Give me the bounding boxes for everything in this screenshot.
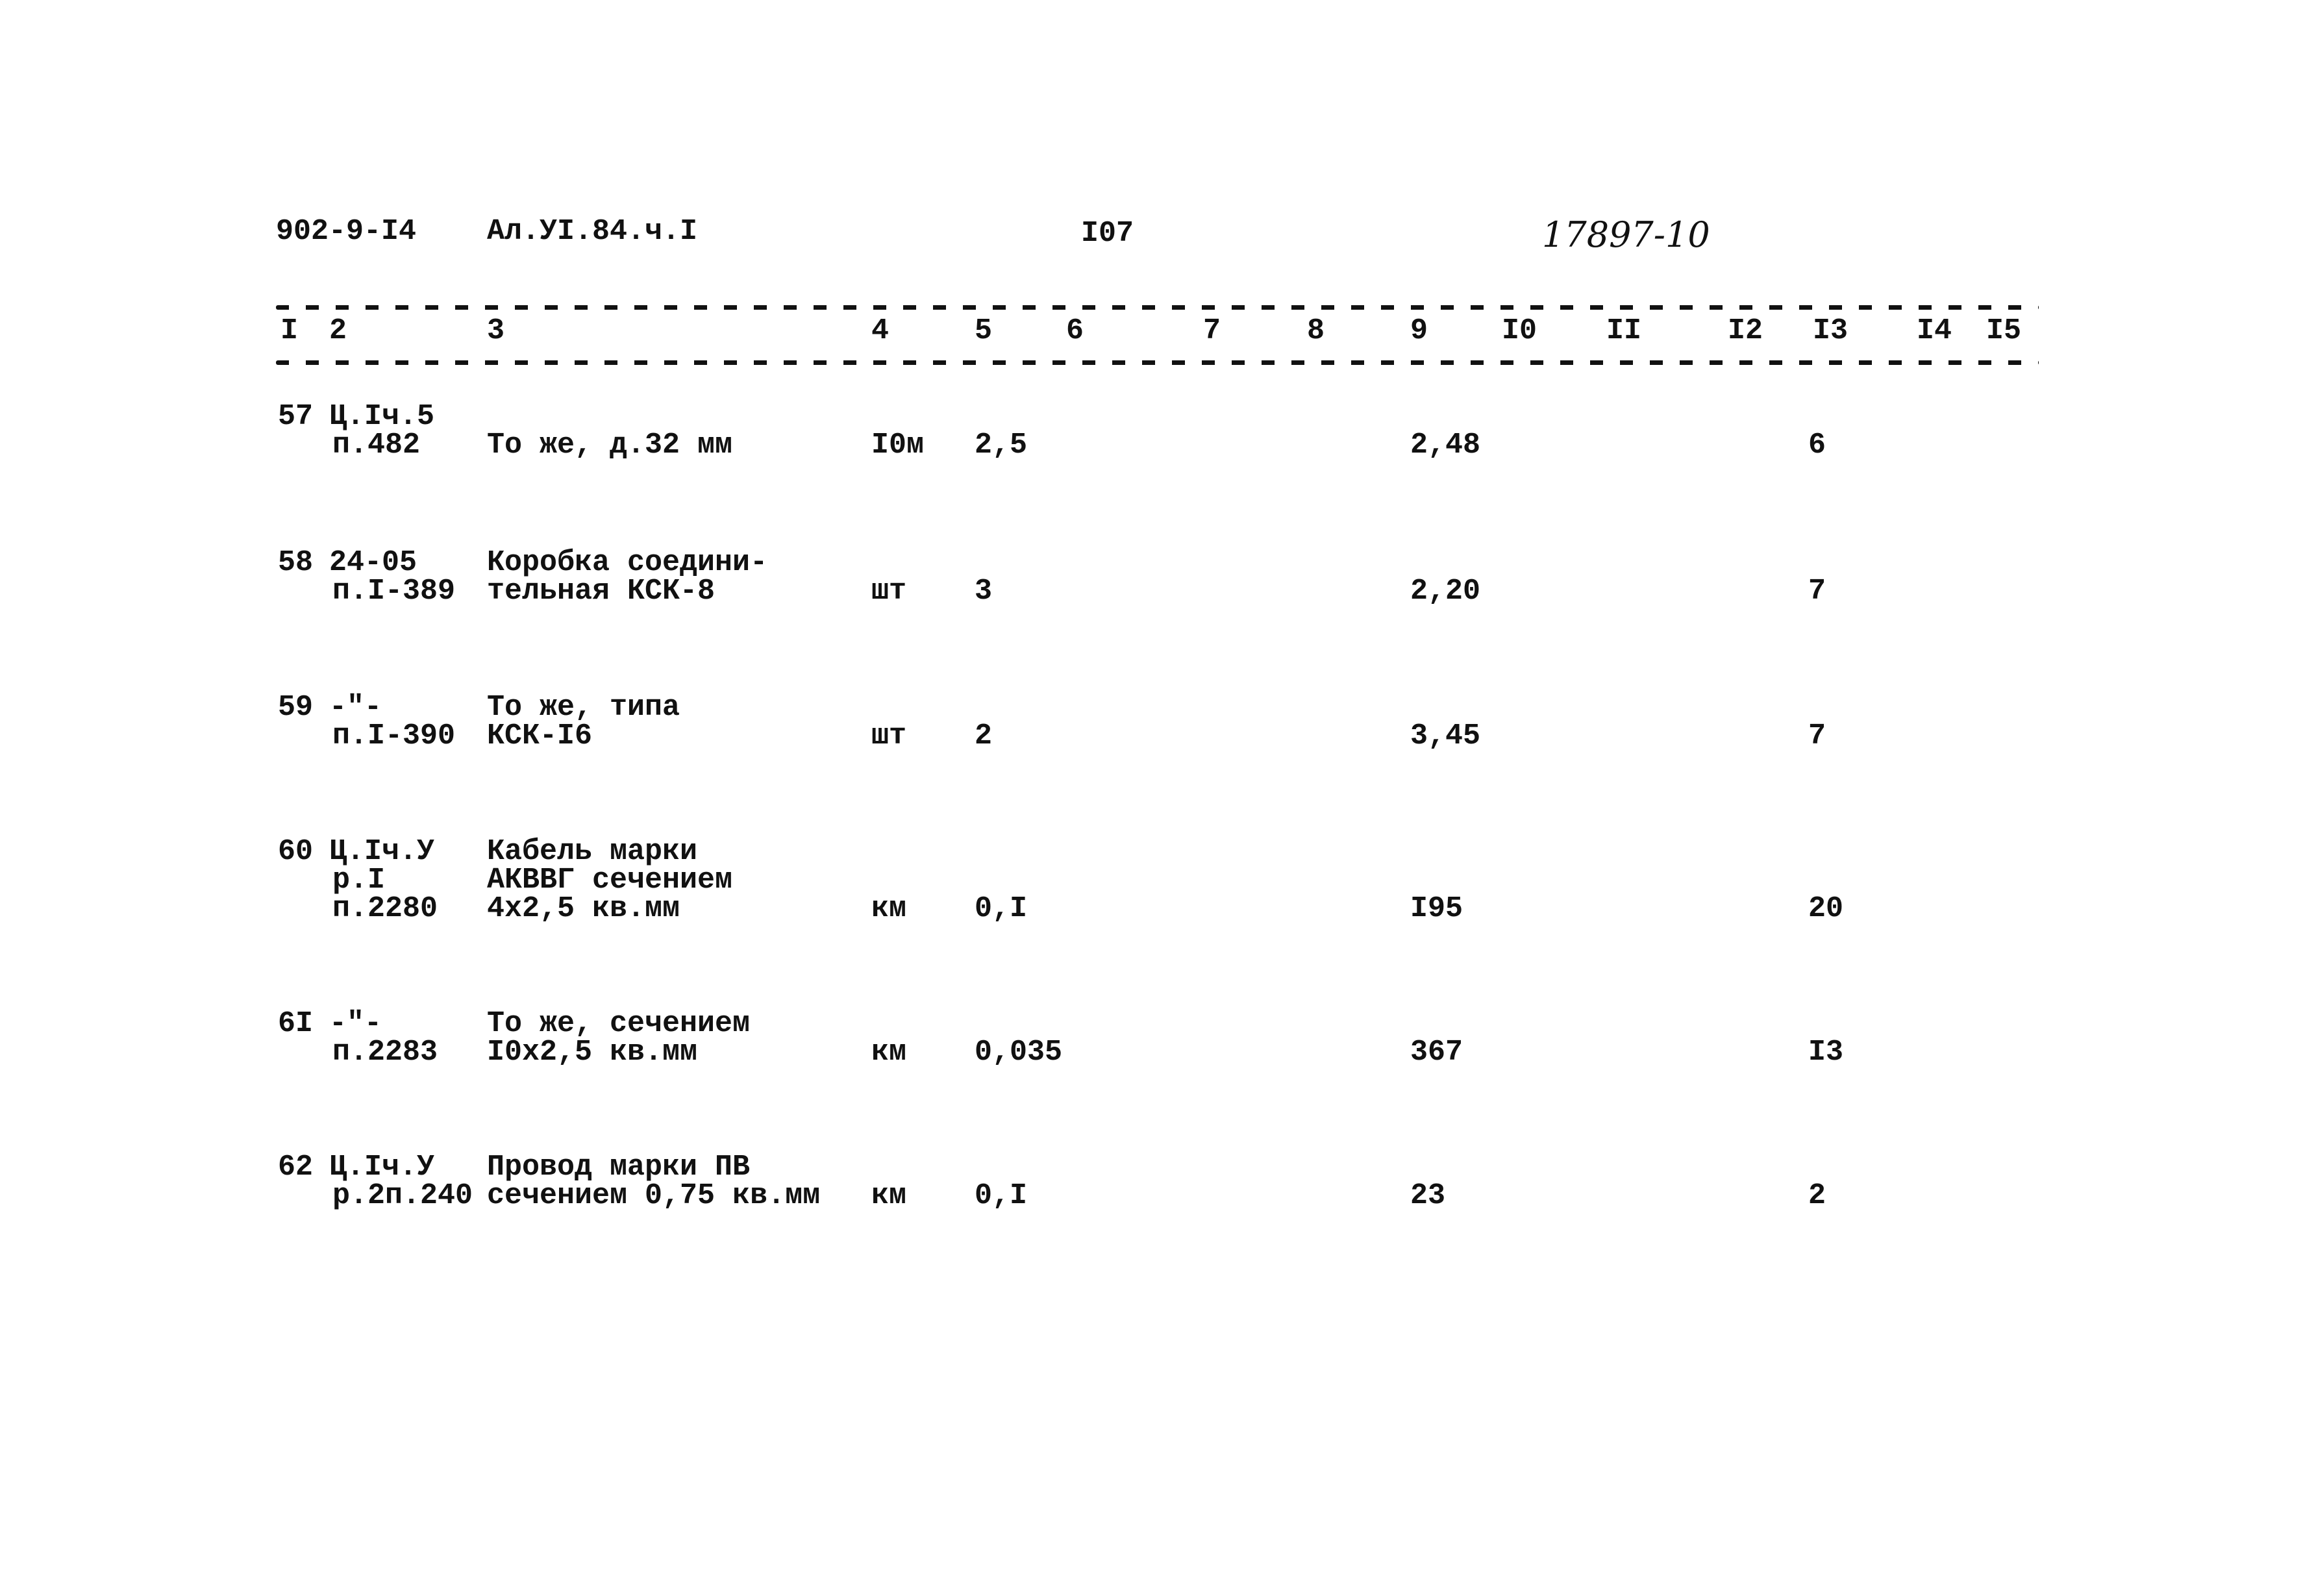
- name-line: То же, сечением: [487, 1007, 751, 1040]
- name-line: КСК-I6: [487, 719, 593, 753]
- quantity-cell: 0,035: [975, 1036, 1063, 1069]
- handwritten-number: 17897-10: [1542, 214, 1710, 255]
- row-number: 62: [278, 1151, 314, 1184]
- quantity-cell: 0,I: [975, 892, 1028, 925]
- unit-cell: км: [871, 892, 907, 925]
- column-13-cell: 20: [1808, 892, 1844, 925]
- name-line: 4х2,5 кв.мм: [487, 892, 680, 925]
- price-cell: 3,45: [1410, 719, 1481, 753]
- reference-line: п.I-390: [332, 719, 456, 753]
- name-line: АКВВГ сечением: [487, 864, 733, 897]
- name-cell: Коробка соедини-тельная КСК-8: [487, 546, 768, 608]
- reference-cell: Ц.Iч.5 п.482: [329, 400, 435, 462]
- quantity-cell: 2,5: [975, 429, 1028, 462]
- column-number: 3: [487, 314, 505, 347]
- reference-line: п.I-389: [332, 575, 456, 608]
- reference-line: п.482: [332, 429, 421, 462]
- reference-line: Ц.Iч.У: [329, 1151, 435, 1184]
- quantity-cell: 3: [975, 575, 993, 608]
- unit-cell: шт: [871, 719, 907, 753]
- name-line: тельная КСК-8: [487, 575, 716, 608]
- reference-line: р.2п.240: [332, 1179, 473, 1212]
- table-row: 58 24-05 п.I-389 Коробка соедини-тельная КС…: [0, 546, 2303, 608]
- project-code: 902-9-I4: [276, 215, 417, 248]
- album-reference: Ал.УI.84.ч.I: [487, 215, 698, 248]
- header-bottom-divider: [276, 360, 2039, 365]
- column-number: II: [1606, 314, 1642, 347]
- reference-line: п.2283: [332, 1036, 438, 1069]
- name-line: Коробка соедини-: [487, 546, 768, 579]
- reference-cell: Ц.Iч.У р.I п.2280: [329, 835, 438, 925]
- reference-cell: -"- п.I-390: [329, 693, 455, 751]
- table-row: 57 Ц.Iч.5 п.482 То же, д.32 мм I0м 2,5 2,48 6: [0, 400, 2303, 462]
- column-number: I2: [1728, 314, 1763, 347]
- unit-cell: I0м: [871, 429, 925, 462]
- reference-line: 24-05: [329, 546, 417, 579]
- reference-cell: -"- п.2283: [329, 1007, 438, 1069]
- column-13-cell: 2: [1808, 1179, 1826, 1212]
- reference-line: п.2280: [332, 892, 438, 925]
- row-number: 60: [278, 835, 314, 868]
- header-top-divider: [276, 305, 2039, 310]
- table-row: 6I -"- п.2283 То же, сечением I0х2,5 кв.мм км…: [0, 1007, 2303, 1069]
- column-13-cell: 7: [1808, 719, 1826, 753]
- reference-line: -"-: [329, 1007, 382, 1040]
- name-line: То же, типа: [487, 691, 680, 724]
- quantity-cell: 2: [975, 719, 993, 753]
- name-line: Провод марки ПВ: [487, 1151, 751, 1184]
- column-number: I: [280, 314, 299, 347]
- reference-line: Ц.Iч.5: [329, 400, 435, 433]
- price-cell: I95: [1410, 892, 1463, 925]
- unit-cell: км: [871, 1179, 907, 1212]
- column-13-cell: 6: [1808, 429, 1826, 462]
- column-number: 7: [1203, 314, 1221, 347]
- name-cell: То же, д.32 мм: [487, 429, 733, 462]
- name-line: I0х2,5 кв.мм: [487, 1036, 698, 1069]
- reference-cell: 24-05 п.I-389: [329, 546, 456, 608]
- quantity-cell: 0,I: [975, 1179, 1028, 1212]
- column-13-cell: I3: [1808, 1036, 1844, 1069]
- reference-line: р.I: [332, 864, 386, 897]
- column-number: I3: [1813, 314, 1849, 347]
- row-number: 58: [278, 546, 314, 579]
- row-number: 57: [278, 400, 314, 433]
- row-number: 6I: [278, 1007, 314, 1040]
- reference-line: Ц.Iч.У: [329, 835, 435, 868]
- column-number: I0: [1502, 314, 1537, 347]
- name-cell: Кабель марки АКВВГ сечением 4х2,5 кв.мм: [487, 835, 733, 925]
- column-number: 2: [329, 314, 347, 347]
- unit-cell: шт: [871, 575, 907, 608]
- price-cell: 2,48: [1410, 429, 1481, 462]
- column-number: 8: [1307, 314, 1325, 347]
- name-line: сечением 0,75 кв.мм: [487, 1179, 821, 1212]
- price-cell: 2,20: [1410, 575, 1481, 608]
- column-number: I4: [1917, 314, 1952, 347]
- column-number: 9: [1410, 314, 1428, 347]
- column-number: 6: [1066, 314, 1084, 347]
- column-number: I5: [1986, 314, 2022, 347]
- name-line: То же, д.32 мм: [487, 429, 733, 462]
- price-cell: 367: [1410, 1036, 1463, 1069]
- name-cell: То же, сечением I0х2,5 кв.мм: [487, 1007, 751, 1069]
- row-number: 59: [278, 691, 314, 724]
- name-line: Кабель марки: [487, 835, 698, 868]
- column-number: 4: [871, 314, 890, 347]
- column-number: 5: [975, 314, 993, 347]
- table-row: 62 Ц.Iч.У р.2п.240 Провод марки ПВ сечением …: [0, 1153, 2303, 1210]
- unit-cell: км: [871, 1036, 907, 1069]
- table-row: 59 -"- п.I-390 То же, типа КСК-I6 шт 2 3,45 7: [0, 693, 2303, 751]
- reference-cell: Ц.Iч.У р.2п.240: [329, 1153, 473, 1210]
- page-number: I07: [1081, 217, 1134, 250]
- price-cell: 23: [1410, 1179, 1446, 1212]
- name-cell: То же, типа КСК-I6: [487, 693, 680, 751]
- reference-line: -"-: [329, 691, 382, 724]
- column-13-cell: 7: [1808, 575, 1826, 608]
- name-cell: Провод марки ПВ сечением 0,75 кв.мм: [487, 1153, 820, 1210]
- table-row: 60 Ц.Iч.У р.I п.2280 Кабель марки АКВВГ сечен…: [0, 835, 2303, 925]
